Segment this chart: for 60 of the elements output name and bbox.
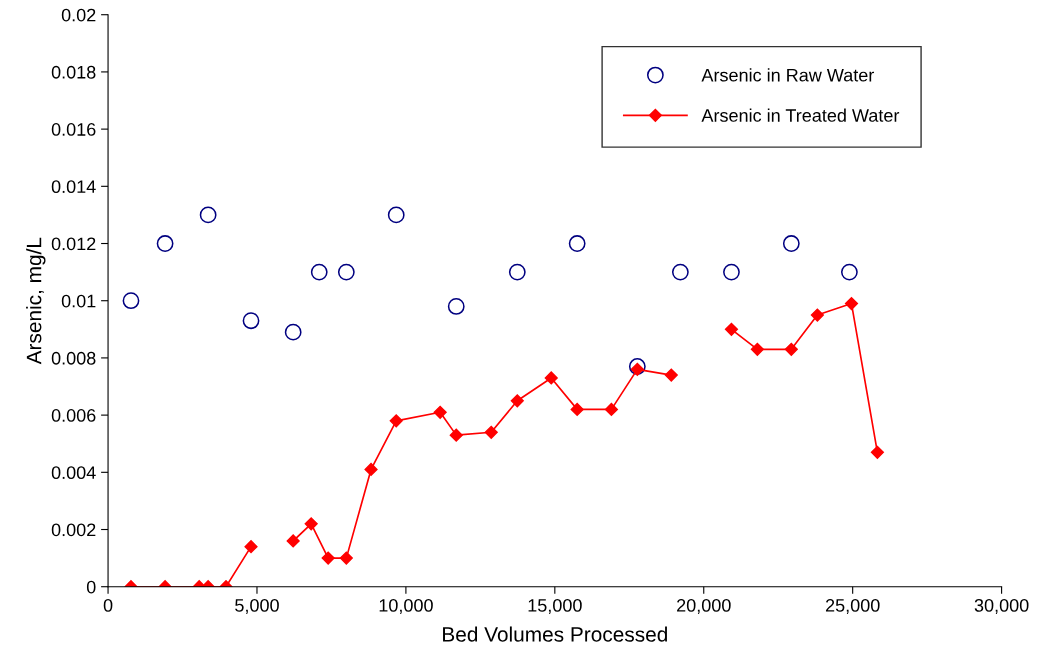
- y-tick-label: 0.002: [51, 523, 96, 537]
- x-tick-label: 25,000: [825, 599, 880, 614]
- y-tick-label: 0.018: [51, 65, 96, 79]
- point: [510, 394, 524, 408]
- point: [304, 517, 318, 531]
- point: [784, 342, 798, 356]
- x-tick-label: 5,000: [235, 599, 279, 614]
- point: [339, 551, 353, 565]
- point: [723, 263, 740, 281]
- point: [199, 206, 217, 224]
- point: [840, 263, 858, 281]
- point: [870, 445, 884, 459]
- point: [844, 296, 859, 311]
- point: [782, 235, 800, 252]
- point: [810, 308, 824, 322]
- point: [364, 462, 378, 477]
- point: [604, 402, 619, 416]
- point: [628, 358, 646, 375]
- point: [433, 405, 447, 419]
- point: [508, 263, 526, 281]
- point: [389, 414, 403, 428]
- x-tick-label: 30,000: [974, 599, 1029, 614]
- point: [122, 292, 140, 310]
- point: [337, 263, 355, 281]
- y-tick-label: 0.01: [61, 294, 96, 308]
- point: [630, 362, 644, 376]
- y-tick-label: 0.006: [51, 409, 96, 422]
- point: [568, 235, 586, 252]
- y-tick-label: 0.02: [61, 8, 96, 22]
- point: [286, 534, 300, 548]
- point: [156, 235, 174, 252]
- legend-label: Arsenic in Raw Water: [701, 68, 875, 82]
- legend-label: Arsenic in Treated Water: [701, 108, 900, 122]
- point: [449, 428, 463, 442]
- y-tick-label: 0.016: [51, 123, 96, 136]
- x-tick-label: 20,000: [677, 599, 731, 614]
- point: [750, 342, 764, 356]
- x-tick-label: 0: [103, 599, 113, 612]
- x-axis-title: Bed Volumes Processed: [443, 626, 667, 642]
- point: [671, 263, 689, 281]
- x-tick-label: 10,000: [379, 599, 433, 614]
- point: [447, 298, 465, 315]
- point: [284, 323, 302, 341]
- y-tick-label: 0.014: [51, 180, 96, 194]
- point: [664, 368, 678, 382]
- y-axis-title: Arsenic, mg/L: [26, 237, 46, 365]
- x-tick-label: 15,000: [528, 599, 582, 614]
- point: [310, 263, 328, 281]
- y-tick-label: 0.008: [51, 351, 96, 365]
- point: [321, 551, 335, 565]
- y-tick-label: 0.004: [51, 466, 96, 480]
- point: [724, 322, 739, 336]
- point: [570, 402, 584, 416]
- y-tick-label: 0: [86, 580, 96, 594]
- y-tick-label: 0.012: [51, 237, 96, 251]
- point: [484, 425, 498, 439]
- point: [242, 312, 260, 330]
- point: [387, 206, 405, 224]
- point: [244, 540, 258, 554]
- point: [544, 371, 558, 385]
